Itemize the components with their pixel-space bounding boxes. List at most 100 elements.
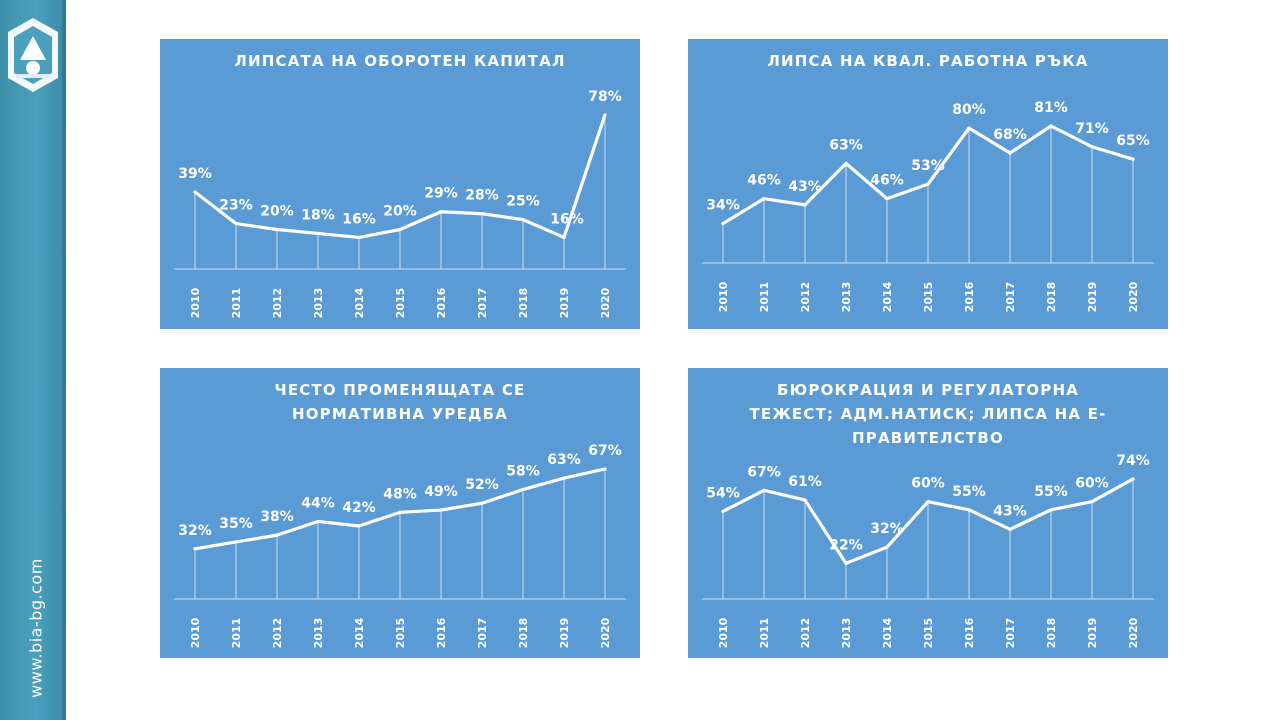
tick-label: 2010 (717, 281, 730, 312)
data-point (193, 190, 197, 194)
chart-panel-bureaucracy: 54% 67% 61% 22% 32% 60% 55% 43% 55% 60% 74% 2010 201… (688, 368, 1168, 658)
data-label: 55% (952, 484, 986, 500)
data-label: 16% (342, 211, 376, 227)
chart-title: ЛИПСА НА КВАЛ. РАБОТНА РЪКА (767, 52, 1089, 70)
tick-label: 2015 (394, 288, 407, 319)
data-point (885, 197, 889, 201)
data-point (926, 500, 930, 504)
data-point (562, 476, 566, 480)
data-point (844, 161, 848, 165)
tick-label: 2014 (353, 617, 366, 648)
data-label: 22% (829, 537, 863, 553)
data-label: 46% (747, 173, 781, 189)
chart-panel-working-capital: 39% 23% 20% 18% 16% 20% 29% 28% 25% 16% 78% 2010 201… (160, 39, 640, 329)
data-point (967, 508, 971, 512)
data-label: 35% (219, 516, 253, 532)
tick-label: 2014 (881, 281, 894, 312)
data-point (803, 498, 807, 502)
data-label: 20% (260, 204, 294, 220)
data-label: 78% (588, 89, 622, 105)
tick-label: 2019 (1086, 282, 1099, 313)
data-label: 16% (550, 211, 584, 227)
data-point (1049, 124, 1053, 128)
tick-label: 2019 (558, 618, 571, 649)
tick-label: 2015 (922, 282, 935, 313)
data-label: 74% (1116, 453, 1150, 469)
tick-label: 2013 (840, 618, 853, 649)
tick-label: 2013 (312, 288, 325, 319)
data-label: 52% (465, 477, 499, 493)
tick-label: 2018 (1045, 618, 1058, 649)
tick-label: 2016 (435, 287, 448, 318)
tick-label: 2012 (799, 618, 812, 649)
chart-title: БЮРОКРАЦИЯ И РЕГУЛАТОРНА ТЕЖЕСТ; АДМ.НАТ… (749, 381, 1107, 447)
tick-label: 2011 (230, 618, 243, 649)
data-point (316, 231, 320, 236)
data-point (1090, 145, 1094, 149)
data-point (398, 510, 402, 514)
tick-label: 2011 (758, 618, 771, 649)
data-label: 49% (424, 484, 458, 500)
data-point (1008, 527, 1012, 531)
data-label: 34% (706, 198, 740, 214)
tick-label: 2017 (1004, 618, 1017, 649)
data-point (844, 561, 848, 565)
data-point (1131, 157, 1135, 161)
data-label: 60% (1075, 476, 1109, 492)
tick-label: 2011 (758, 282, 771, 313)
data-label: 29% (424, 186, 458, 202)
data-label: 65% (1116, 133, 1150, 149)
data-label: 20% (383, 204, 417, 220)
data-label: 44% (301, 495, 335, 511)
data-point (762, 197, 766, 201)
data-point (1131, 477, 1135, 481)
line-chart: 32% 35% 38% 44% 42% 48% 49% 52% 58% 63% 67% 2010 201… (174, 443, 626, 649)
data-point (275, 533, 279, 537)
tick-label: 2011 (230, 288, 243, 319)
tick-label: 2016 (963, 617, 976, 648)
tick-label: 2020 (1127, 617, 1140, 648)
data-label: 67% (588, 443, 622, 459)
tick-label: 2010 (717, 617, 730, 648)
tick-label: 2010 (189, 287, 202, 318)
tick-label: 2016 (435, 617, 448, 648)
tick-label: 2017 (476, 288, 489, 319)
data-label: 46% (870, 173, 904, 189)
data-point (926, 182, 930, 186)
data-point (480, 501, 484, 505)
data-label: 25% (506, 194, 540, 210)
data-label: 32% (870, 521, 904, 537)
data-point (357, 235, 361, 240)
data-point (193, 547, 197, 551)
data-label: 81% (1034, 100, 1068, 116)
data-label: 38% (260, 509, 294, 525)
data-point (234, 221, 238, 226)
data-point (721, 509, 725, 514)
tick-label: 2019 (558, 288, 571, 319)
chart-panel-regulation-changes: 32% 35% 38% 44% 42% 48% 49% 52% 58% 63% 67% 2010 201… (160, 368, 640, 658)
data-label: 43% (993, 503, 1027, 519)
data-label: 42% (342, 500, 376, 516)
data-point (521, 487, 525, 492)
data-point (762, 488, 766, 492)
data-label: 48% (383, 486, 417, 502)
data-point (439, 210, 443, 214)
data-point (357, 524, 361, 528)
tick-label: 2010 (189, 617, 202, 648)
chart-title: ЛИПСАТА НА ОБОРОТЕН КАПИТАЛ (234, 52, 566, 70)
chart-title: ЧЕСТО ПРОМЕНЯЩАТА СЕ НОРМАТИВНА УРЕДБА (274, 381, 526, 423)
data-point (885, 545, 889, 549)
data-point (521, 218, 525, 222)
tick-label: 2016 (963, 281, 976, 312)
data-label: 60% (911, 476, 945, 492)
data-point (398, 227, 402, 232)
data-label: 63% (547, 452, 581, 468)
data-label: 28% (465, 188, 499, 204)
site-url[interactable]: www.bia-bg.com (26, 558, 46, 698)
data-label: 18% (301, 207, 335, 223)
bia-logo-icon (8, 18, 58, 92)
data-label: 63% (829, 137, 863, 153)
tick-label: 2012 (799, 282, 812, 313)
tick-label: 2013 (840, 282, 853, 313)
tick-label: 2012 (271, 288, 284, 319)
